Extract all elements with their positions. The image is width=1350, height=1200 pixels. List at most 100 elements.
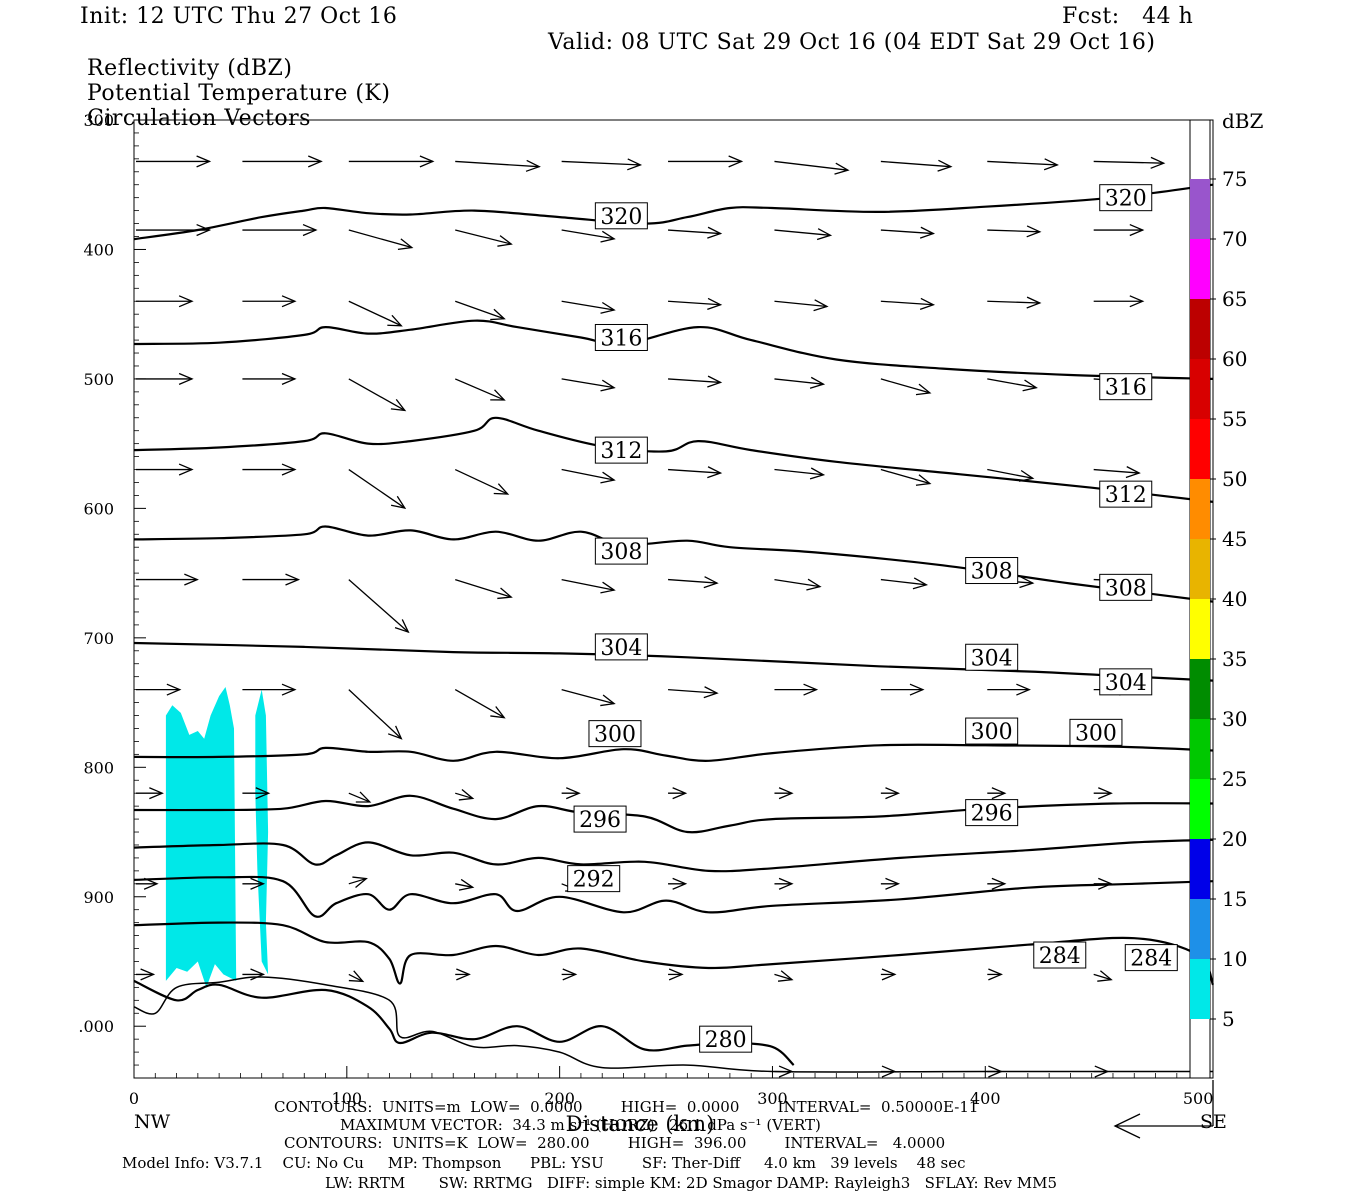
colorbar-tick-label: 55 [1222, 407, 1247, 431]
circulation-vector [455, 300, 506, 321]
circulation-vector [242, 295, 297, 308]
circulation-vector [1093, 1065, 1110, 1078]
footer-model-info-2: LW: RRTM SW: RRTMG DIFF: simple KM: 2D S… [325, 1174, 1058, 1192]
circulation-vector [880, 577, 929, 590]
contour-label-280: 280 [705, 1028, 747, 1053]
contour-label-box [965, 557, 1019, 585]
contour-label-292: 292 [573, 868, 615, 893]
circulation-vector [454, 468, 510, 495]
circulation-vector [348, 579, 410, 634]
x-tick-label: 0 [129, 1089, 139, 1108]
circulation-vector [348, 970, 365, 983]
field-label-reflectivity: Reflectivity (dBZ) [87, 56, 293, 81]
circulation-vector [880, 1065, 897, 1078]
colorbar-bin-70 [1190, 179, 1210, 239]
contour-labels-layer: 320 320 316 316 312 312 308 308 308 304 304 304 300 3… [567, 184, 1178, 1053]
x-axis-label: Distance (km) [566, 1112, 715, 1136]
circulation-vector [774, 376, 826, 389]
colorbar-tick-label: 75 [1222, 167, 1247, 191]
y-tick-label: 500 [83, 370, 114, 389]
circulation-vector [774, 877, 794, 890]
circulation-vector [880, 159, 953, 172]
circulation-vector [455, 878, 475, 891]
footer-contours-m: CONTOURS: UNITS=m LOW= 0.0000 HIGH= 0.00… [274, 1098, 979, 1116]
colorbar-tick-label: 40 [1222, 587, 1247, 611]
contour-label-304: 304 [971, 646, 1013, 671]
colorbar-tick-label: 10 [1222, 947, 1247, 971]
colorbar-bin-50 [1190, 419, 1210, 479]
circulation-vector [987, 158, 1059, 171]
circulation-vector [1093, 877, 1113, 890]
contour-label-box [594, 436, 648, 464]
circulation-vector [136, 223, 212, 237]
circulation-vector [987, 468, 1035, 482]
circulation-vector [880, 968, 897, 981]
circulation-vector [774, 578, 822, 591]
circulation-vector [348, 469, 407, 509]
circulation-vector [561, 578, 616, 594]
circulation-vector [454, 689, 506, 719]
circulation-vector [561, 300, 616, 314]
circulation-vector [880, 683, 925, 696]
circulation-vector [668, 155, 744, 168]
circulation-vector [348, 689, 403, 740]
circulation-vector [880, 378, 932, 396]
circulation-vector [880, 468, 932, 486]
y-tick-label: 300 [83, 111, 114, 130]
circulation-vector [774, 299, 829, 312]
contour-label-box [965, 799, 1019, 827]
forecast-hour: Fcst: 44 h [1062, 4, 1194, 29]
theta-contour-316 [133, 319, 1214, 380]
colorbar-tick-label: 65 [1222, 287, 1247, 311]
x-tick-label: 300 [757, 1089, 788, 1108]
contour-label-300: 300 [1075, 721, 1117, 746]
colorbar-tick-label: 70 [1222, 227, 1247, 251]
circulation-vector [242, 787, 271, 800]
contour-label-box [567, 865, 621, 893]
circulation-vector [242, 877, 266, 890]
circulation-vector [455, 968, 471, 981]
contour-label-308: 308 [600, 540, 642, 565]
y-tick-label: 700 [83, 629, 114, 648]
circulation-vector [561, 158, 643, 171]
contour-label-300: 300 [594, 723, 636, 748]
contour-label-300: 300 [971, 720, 1013, 745]
colorbar-bin-5 [1190, 959, 1210, 1019]
contour-label-312: 312 [1105, 483, 1147, 508]
terrain-layer [133, 976, 1213, 1073]
contour-label-296: 296 [579, 808, 621, 833]
contour-label-box [588, 720, 642, 748]
circulation-vector [668, 375, 723, 388]
circulation-vector [880, 787, 901, 800]
circulation-vector [242, 155, 323, 168]
circulation-vector [136, 573, 199, 586]
circulation-vector [987, 877, 1007, 890]
circulation-vector [136, 877, 159, 890]
contour-label-box [594, 202, 648, 230]
vector-layer [136, 155, 1166, 1078]
theta-contour-312 [133, 416, 1214, 503]
contour-label-box [1099, 373, 1153, 401]
circulation-vector [136, 787, 164, 800]
contour-label-304: 304 [600, 636, 642, 661]
theta-contour-280 [133, 979, 795, 1066]
theta-contour-284 [133, 921, 1215, 986]
contour-label-320: 320 [600, 205, 642, 230]
contour-label-316: 316 [1105, 376, 1147, 401]
circulation-vector [774, 467, 826, 480]
circulation-vector [668, 877, 688, 890]
circulation-vector [136, 463, 194, 476]
circulation-vector [774, 228, 833, 241]
colorbar-tick-label: 25 [1222, 767, 1247, 791]
circulation-vector [455, 578, 513, 600]
contour-label-box [594, 537, 648, 565]
circulation-vector [774, 1065, 794, 1078]
circulation-vector [242, 573, 301, 586]
circulation-vector [987, 296, 1042, 309]
contour-label-box [1124, 944, 1178, 972]
circulation-vector [1093, 466, 1141, 479]
theta-contour-288 [133, 875, 1214, 918]
colorbar-bin-65 [1190, 239, 1210, 299]
valid-time: Valid: 08 UTC Sat 29 Oct 16 (04 EDT Sat … [548, 30, 1156, 55]
circulation-vector [668, 226, 723, 239]
